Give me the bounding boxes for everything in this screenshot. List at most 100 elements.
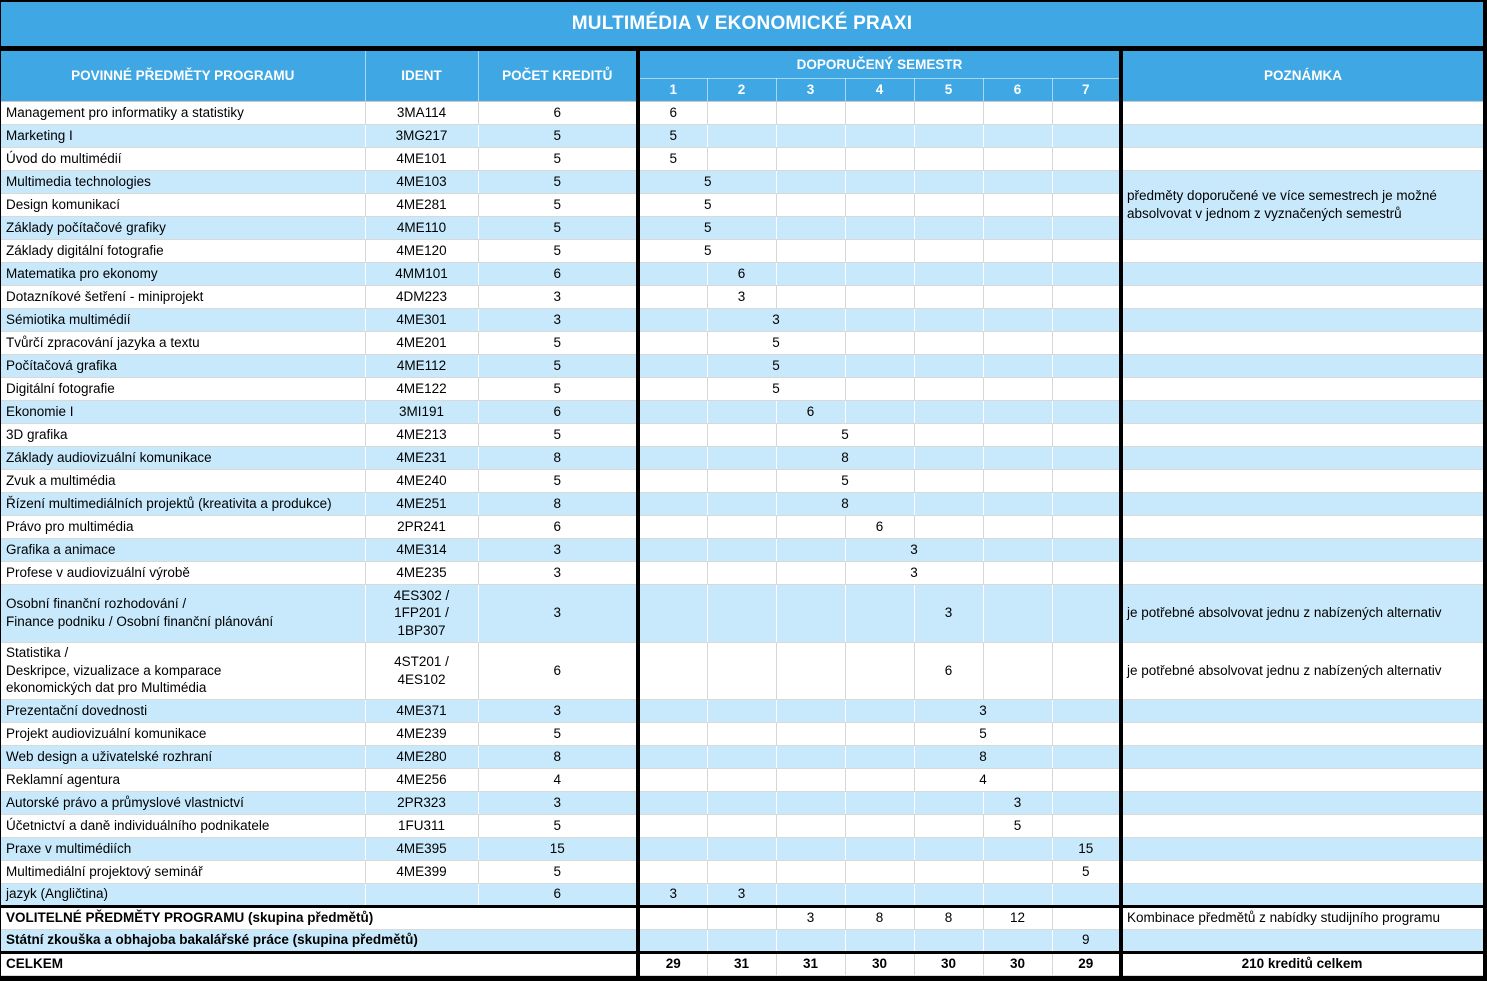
- semester-credit-cell: 5: [636, 124, 708, 148]
- table-row: Základy audiovizuální komunikace 4ME231 8 8: [1, 446, 1484, 470]
- table-row: Reklamní agentura 4ME256 4 4: [1, 768, 1484, 792]
- semester-credit-cell: 5: [983, 814, 1053, 838]
- note-cell: [1119, 561, 1484, 585]
- note-cell: [1119, 239, 1484, 263]
- ident-cell: 4ME103: [365, 170, 479, 194]
- semester-credit-cell: 8: [776, 492, 915, 516]
- subject-name-cell: jazyk (Angličtina): [1, 883, 366, 907]
- program-table: POVINNÉ PŘEDMĚTY PROGRAMU IDENT POČET KR…: [1, 51, 1484, 976]
- semester-cell: [776, 837, 846, 861]
- semester-cell: [707, 642, 777, 700]
- table-row: Dotazníkové šetření - miniprojekt 4DM223 3…: [1, 285, 1484, 309]
- semester-cell: [914, 308, 984, 332]
- credits-cell: 6: [478, 262, 639, 286]
- ident-cell: 4ME281: [365, 193, 479, 217]
- semester-cell: [914, 492, 984, 516]
- ident-cell: 4ME256: [365, 768, 479, 792]
- subject-name-cell: CELKEM: [1, 950, 639, 976]
- table-row: Statistika / Deskripce, vizualizace a ko…: [1, 642, 1484, 700]
- credits-cell: 5: [478, 216, 639, 240]
- semester-cell: [1052, 699, 1122, 723]
- note-cell: [1119, 124, 1484, 148]
- semester-cell: [845, 216, 915, 240]
- semester-cell: [983, 308, 1053, 332]
- semester-cell: [636, 354, 708, 378]
- semester-cell: [776, 515, 846, 539]
- semester-cell: [776, 745, 846, 769]
- subject-name-cell: Základy počítačové grafiky: [1, 216, 366, 240]
- credits-cell: 5: [478, 377, 639, 401]
- semester-cell: [1052, 561, 1122, 585]
- semester-credit-cell: 30: [914, 950, 984, 976]
- table-body: Management pro informatiky a statistiky 3…: [1, 101, 1484, 976]
- col-header-credits: POČET KREDITŮ: [478, 51, 638, 102]
- semester-cell: [845, 791, 915, 815]
- table-row: Design komunikací 4ME281 5 5: [1, 193, 1484, 217]
- semester-cell: [776, 538, 846, 562]
- subject-name-cell: Multimedia technologies: [1, 170, 366, 194]
- semester-cell: [776, 722, 846, 746]
- subject-name-cell: Tvůrčí zpracování jazyka a textu: [1, 331, 366, 355]
- note-cell: je potřebné absolvovat jednu z nabízenýc…: [1119, 584, 1484, 643]
- semester-cell: [983, 860, 1053, 884]
- note-cell: [1119, 515, 1484, 539]
- semester-cell: [1052, 101, 1122, 125]
- table-row: Řízení multimediálních projektů (kreativ…: [1, 492, 1484, 516]
- semester-credit-cell: 3: [983, 791, 1053, 815]
- table-row: Základy počítačové grafiky 4ME110 5 5: [1, 216, 1484, 240]
- semester-credit-cell: 30: [983, 950, 1053, 976]
- semester-cell: [914, 814, 984, 838]
- semester-cell: [1052, 469, 1122, 493]
- credits-cell: 3: [478, 285, 639, 309]
- col-header-semester-4: 4: [844, 78, 914, 102]
- ident-cell: 3MI191: [365, 400, 479, 424]
- semester-cell: [1052, 722, 1122, 746]
- semester-cell: [983, 837, 1053, 861]
- col-header-semester-6: 6: [982, 78, 1052, 102]
- ident-cell: 4ME301: [365, 308, 479, 332]
- semester-cell: [845, 331, 915, 355]
- credits-cell: 8: [478, 745, 639, 769]
- credits-cell: 6: [478, 515, 639, 539]
- note-cell: [1119, 837, 1484, 861]
- semester-cell: [1052, 515, 1122, 539]
- note-cell: [1119, 768, 1484, 792]
- subject-name-cell: Marketing I: [1, 124, 366, 148]
- col-header-semester-2: 2: [706, 78, 776, 102]
- ident-cell: 4ME120: [365, 239, 479, 263]
- table-row: Ekonomie I 3MI191 6 6: [1, 400, 1484, 424]
- semester-credit-cell: 6: [707, 262, 777, 286]
- semester-cell: [1052, 331, 1122, 355]
- col-header-ident: IDENT: [365, 51, 479, 102]
- semester-cell: [1052, 768, 1122, 792]
- semester-cell: [845, 239, 915, 263]
- ident-cell: 4DM223: [365, 285, 479, 309]
- semester-cell: [776, 147, 846, 171]
- semester-cell: [845, 262, 915, 286]
- ident-cell: 2PR241: [365, 515, 479, 539]
- semester-cell: [776, 239, 846, 263]
- credits-cell: 5: [478, 170, 639, 194]
- credits-cell: 3: [478, 584, 639, 643]
- subject-name-cell: VOLITELNÉ PŘEDMĚTY PROGRAMU (skupina pře…: [1, 904, 639, 930]
- semester-cell: [636, 722, 708, 746]
- semester-cell: [636, 837, 708, 861]
- semester-cell: [707, 722, 777, 746]
- semester-cell: [914, 193, 984, 217]
- subject-name-cell: Účetnictví a daně individuálního podnika…: [1, 814, 366, 838]
- col-header-semester-1: 1: [636, 78, 707, 102]
- table-row: Autorské právo a průmyslové vlastnictví 2…: [1, 791, 1484, 815]
- table-row: VOLITELNÉ PŘEDMĚTY PROGRAMU (skupina pře…: [1, 904, 1484, 930]
- semester-cell: [983, 492, 1053, 516]
- semester-credit-cell: 5: [776, 469, 915, 493]
- subject-name-cell: Web design a uživatelské rozhraní: [1, 745, 366, 769]
- note-cell: Kombinace předmětů z nabídky studijního …: [1119, 904, 1484, 930]
- semester-cell: [1052, 492, 1122, 516]
- col-header-subjects: POVINNÉ PŘEDMĚTY PROGRAMU: [1, 51, 366, 102]
- semester-cell: [983, 239, 1053, 263]
- note-cell: [1119, 469, 1484, 493]
- semester-cell: [914, 285, 984, 309]
- semester-cell: [914, 860, 984, 884]
- semester-cell: [914, 377, 984, 401]
- credits-cell: 6: [478, 883, 639, 907]
